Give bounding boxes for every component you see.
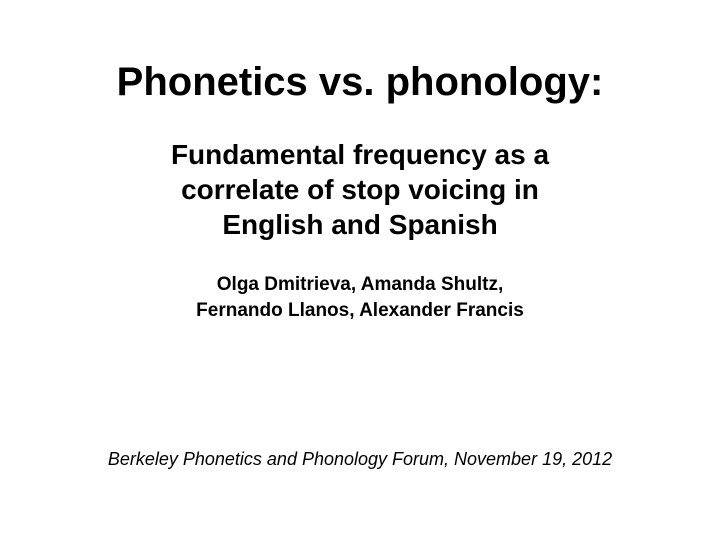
slide: Phonetics vs. phonology: Fundamental fre… bbox=[0, 0, 720, 540]
slide-footer: Berkeley Phonetics and Phonology Forum, … bbox=[50, 449, 670, 470]
spacer bbox=[50, 333, 670, 449]
subtitle-line: English and Spanish bbox=[50, 207, 670, 242]
slide-title: Phonetics vs. phonology: bbox=[50, 60, 670, 105]
authors-line: Olga Dmitrieva, Amanda Shultz, bbox=[50, 272, 670, 298]
authors-line: Fernando Llanos, Alexander Francis bbox=[50, 298, 670, 324]
subtitle-line: correlate of stop voicing in bbox=[50, 172, 670, 207]
subtitle-line: Fundamental frequency as a bbox=[50, 137, 670, 172]
slide-authors: Olga Dmitrieva, Amanda Shultz, Fernando … bbox=[50, 272, 670, 323]
slide-subtitle: Fundamental frequency as a correlate of … bbox=[50, 137, 670, 242]
